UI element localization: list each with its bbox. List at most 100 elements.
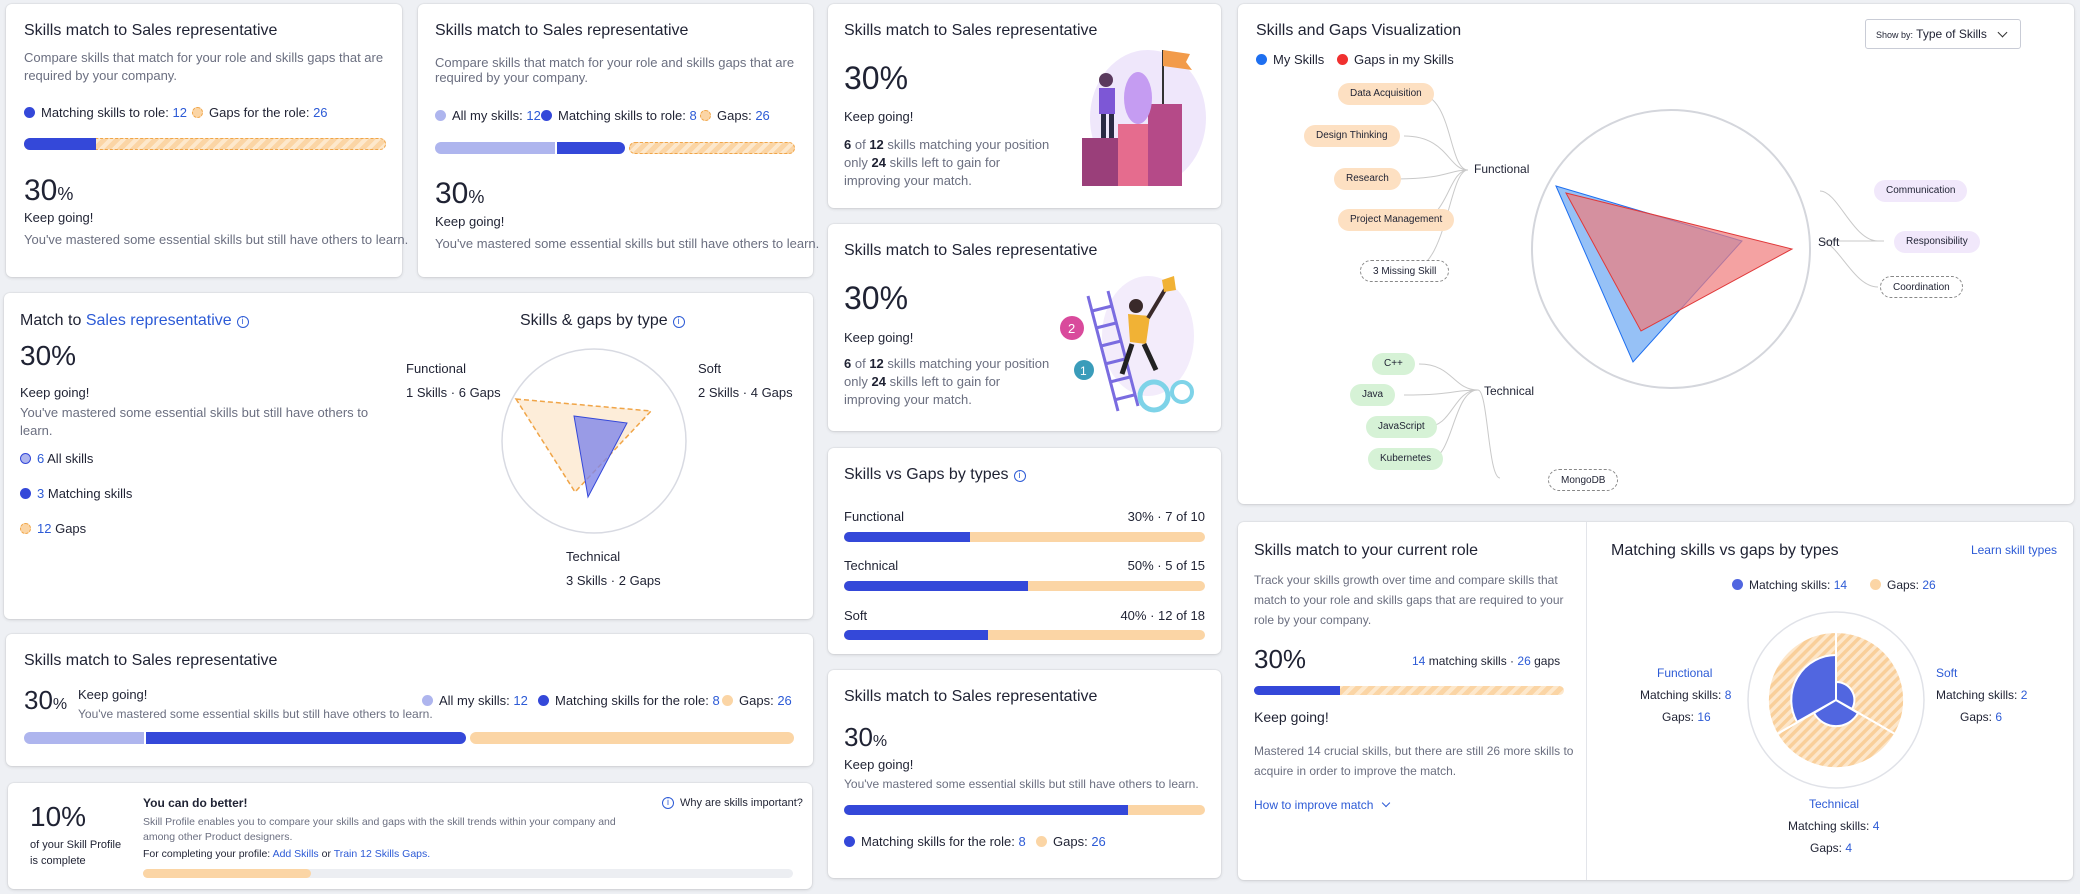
of-word: of — [854, 356, 866, 371]
legend-dot — [1036, 836, 1047, 847]
row-bar-matching — [844, 581, 1028, 591]
row-bar-gap — [844, 630, 1205, 640]
completion-percent: 10% — [30, 801, 87, 832]
row-label: Technical — [844, 558, 899, 573]
skill-pill[interactable]: Responsibility — [1894, 231, 1980, 253]
card-title: Skills match to Sales representative — [844, 22, 1098, 39]
legend-gaps: Gaps: 26 — [722, 693, 792, 708]
radar-chart — [501, 348, 687, 534]
skill-map-connectors — [1393, 93, 1884, 479]
why-skills-link[interactable]: i Why are skills important? — [662, 797, 803, 809]
role-link[interactable]: Sales representative — [85, 312, 232, 329]
left-count: 24 — [871, 374, 886, 389]
legend-matching: Matching skills to role: 12 — [24, 105, 187, 120]
legend-label: Gaps: — [1053, 834, 1088, 849]
card-description-3: role by your company. — [1254, 613, 1372, 627]
row-value: 40% · 12 of 18 — [1120, 608, 1205, 623]
completion-sub-1: of your Skill Profile — [30, 839, 122, 851]
match-percent: 30% — [844, 60, 909, 96]
card-title: Skills and Gaps Visualization — [1256, 22, 1462, 39]
axis-functional: Functional — [406, 361, 466, 376]
of-word: of — [854, 137, 866, 152]
legend-label: Matching skills for the role: — [555, 693, 709, 708]
svg-text:1: 1 — [1080, 364, 1087, 378]
card-title: Skills match to Sales representative — [24, 652, 278, 669]
status-message: You've mastered some essential skills bu… — [20, 405, 369, 420]
card-title: Skills match to Sales representative — [844, 242, 1098, 259]
percent-sign: % — [57, 184, 74, 204]
card-skills-vs-gaps-types: Skills vs Gaps by types i Functional 30% … — [828, 448, 1221, 654]
info-icon[interactable]: i — [236, 316, 249, 328]
percent-sign: % — [872, 733, 888, 750]
status-line-2: only 24 skills left to gain for — [844, 155, 1000, 170]
legend-label: All my skills: — [452, 108, 523, 123]
train-gaps-link[interactable]: Train 12 Skills Gaps. — [333, 848, 431, 860]
skill-pill[interactable]: Project Management — [1338, 209, 1455, 231]
info-icon[interactable]: i — [672, 316, 685, 328]
card-description-2: required by your company. — [435, 70, 588, 85]
skill-pill[interactable]: C++ — [1372, 353, 1415, 375]
status-message: Mastered 14 crucial skills, but there ar… — [1254, 744, 1574, 758]
card-title: Skills match to Sales representative — [844, 688, 1098, 705]
legend-dot — [844, 836, 855, 847]
legend-value: 26 — [1091, 834, 1106, 849]
skill-pill[interactable]: Research — [1334, 168, 1401, 190]
skill-pill[interactable]: Data Acquisition — [1338, 83, 1434, 105]
percent-value: 30 — [844, 722, 873, 752]
legend-dot — [435, 110, 446, 121]
or-word: or — [321, 848, 331, 860]
gaps-count: 26 — [1517, 654, 1531, 668]
legend-label: All my skills: — [439, 693, 510, 708]
legend-dot — [20, 523, 31, 534]
missing-skill-pill[interactable]: 3 Missing Skill — [1360, 260, 1450, 282]
axis-technical: Technical — [566, 549, 621, 564]
learn-skill-types-link[interactable]: Learn skill types — [1970, 543, 2057, 557]
actions-label: For completing your profile: — [143, 848, 271, 860]
skill-pill[interactable]: Communication — [1874, 180, 1968, 202]
status-message: You've mastered some essential skills bu… — [844, 777, 1199, 791]
missing-skill-pill[interactable]: Coordination — [1880, 276, 1963, 298]
stat-label: Matching skills — [47, 486, 133, 501]
skill-pill[interactable]: Kubernetes — [1368, 448, 1444, 470]
status-text: skills matching your position — [887, 356, 1050, 371]
skill-pill[interactable]: JavaScript — [1366, 416, 1437, 438]
skill-pill[interactable]: Design Thinking — [1304, 125, 1400, 147]
info-icon[interactable]: i — [1013, 470, 1026, 482]
card-description: Compare skills that match for your role … — [435, 55, 795, 70]
stat-value: 16 — [1697, 710, 1711, 724]
legend-all: All my skills: 12 — [435, 108, 541, 123]
how-to-improve-link[interactable]: How to improve match — [1254, 798, 1390, 812]
add-skills-link[interactable]: Add Skills — [272, 848, 319, 860]
type-technical: Technical — [1809, 797, 1860, 811]
illustration-podium — [1082, 50, 1206, 186]
legend-value: 26 — [777, 693, 792, 708]
stat-value: 6 — [1995, 710, 2003, 724]
only-word: only — [844, 155, 868, 170]
missing-skill-pill[interactable]: MongoDB — [1548, 469, 1619, 491]
percent-value: 30 — [435, 177, 469, 210]
soft-gaps: Gaps: 6 — [1960, 710, 2002, 724]
legend-value: 12 — [513, 693, 528, 708]
legend-dot — [192, 107, 203, 118]
match-percent: 30% — [24, 174, 73, 208]
show-by-select[interactable]: Show by: Type of Skills — [1865, 19, 2021, 49]
card-description: Compare skills that match for your role … — [24, 50, 384, 65]
legend-gaps: Gaps for the role: 26 — [192, 105, 328, 120]
skill-pill[interactable]: Java — [1350, 384, 1396, 406]
status-heading: Keep going! — [844, 757, 914, 772]
axis-soft-sub: 2 Skills · 4 Gaps — [698, 385, 793, 400]
status-heading: Keep going! — [844, 330, 914, 345]
status-line-2: only 24 skills left to gain for — [844, 374, 1000, 389]
card-skills-gaps-visualization: Skills and Gaps Visualization My Skills … — [1238, 4, 2074, 504]
legend-label: Gaps for the role: — [209, 105, 310, 120]
row-value: 30% · 7 of 10 — [1127, 509, 1205, 524]
legend-value: 8 — [689, 108, 697, 123]
card-match-radar: Match to Sales representative i 30% Keep … — [4, 293, 813, 619]
stat-all-skills: 6 All skills — [20, 451, 93, 466]
stat-value: 4 — [1845, 841, 1853, 855]
progress-matching — [557, 142, 625, 154]
completion-actions: For completing your profile: Add Skills … — [143, 848, 430, 860]
matching-label: matching skills · — [1428, 654, 1515, 668]
match-percent: 30% — [435, 177, 484, 211]
match-summary: 14 matching skills · 26 gaps — [1412, 654, 1560, 668]
